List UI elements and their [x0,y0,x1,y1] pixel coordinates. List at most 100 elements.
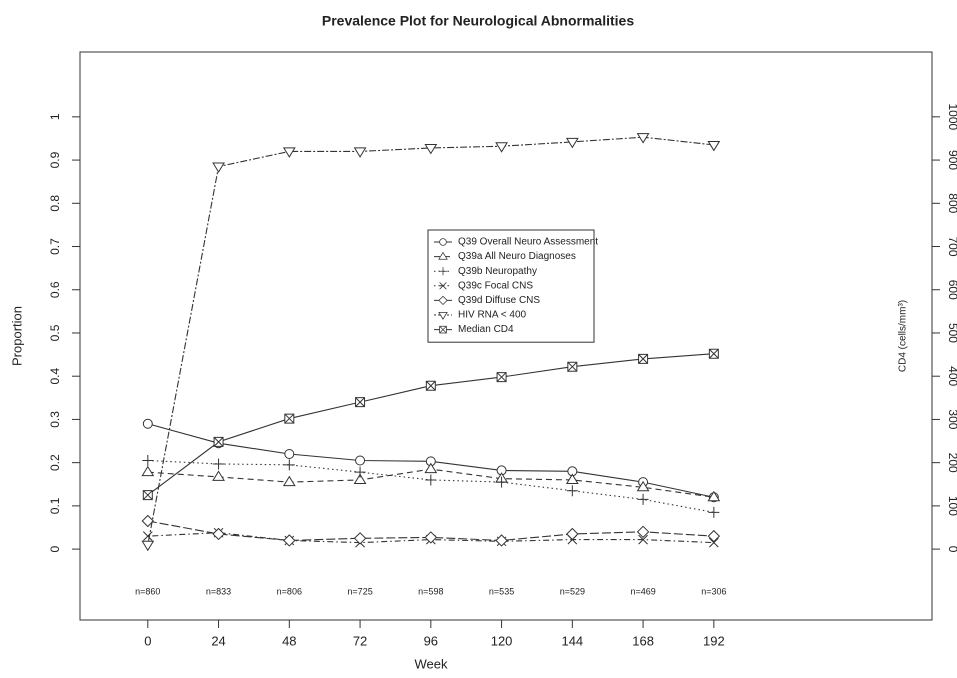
marker [141,514,155,528]
marker [425,380,436,391]
y2-tick-label: 700 [946,237,957,257]
marker [566,527,579,541]
x-tick-label: 96 [424,633,438,648]
n-label: n=535 [489,586,514,596]
marker [353,532,367,545]
series [142,418,719,503]
marker [142,531,153,541]
y-tick-label: 0.6 [48,281,62,298]
y2-tick-label: 900 [946,150,957,170]
x-tick-label: 144 [561,633,583,648]
legend-marker [439,325,447,334]
y2-tick-label: 800 [946,193,957,213]
marker [708,348,719,359]
marker [353,473,367,484]
marker [425,474,437,486]
marker [424,462,438,474]
marker [707,140,721,152]
legend-marker [438,312,448,320]
x-tick-label: 120 [491,633,513,648]
series [141,514,721,547]
marker [636,480,650,492]
x-tick-label: 48 [282,633,296,648]
series [141,133,721,552]
marker [353,147,367,158]
marker [212,162,225,174]
marker [567,361,578,372]
marker [355,397,366,408]
series [142,454,720,518]
marker [424,143,438,155]
marker [141,540,155,552]
n-label: n=806 [277,586,302,596]
y-tick-label: 0.7 [48,238,62,255]
chart-title: Prevalence Plot for Neurological Abnorma… [322,13,634,29]
marker [282,147,296,158]
n-label: n=529 [560,586,585,596]
marker [638,534,648,545]
x-tick-label: 168 [632,633,654,648]
series [141,462,721,502]
y-tick-label: 0.2 [48,454,62,471]
y2-tick-label: 200 [946,453,957,473]
marker [212,470,225,481]
marker [496,476,508,488]
x-tick-label: 72 [353,633,367,648]
marker [142,418,153,429]
y2-tick-label: 500 [946,323,957,343]
legend-label: Q39a All Neuro Diagnoses [458,251,576,262]
legend-marker [438,267,448,276]
y-tick-label: 0 [48,545,62,552]
n-label: n=860 [135,586,160,596]
legend-label: Q39 Overall Neuro Assessment [458,237,598,248]
y-tick-label: 0.8 [48,195,62,212]
y2-tick-label: 1000 [946,103,957,130]
legend-marker [439,238,447,246]
y2-axis-title: CD4 (cells/mm³) [898,300,909,372]
n-label: n=725 [347,586,372,596]
marker [495,534,508,547]
n-label: n=469 [630,586,655,596]
legend-marker [438,295,448,306]
y2-tick-label: 100 [946,496,957,516]
marker [707,529,721,543]
n-label: n=833 [206,586,231,596]
y2-tick-label: 0 [946,546,957,553]
marker [495,142,508,153]
x-tick-label: 24 [211,633,225,648]
series-line [147,353,714,496]
y2-tick-label: 600 [946,280,957,300]
y-tick-label: 0.5 [48,324,62,341]
y-tick-label: 0.9 [48,151,62,168]
marker [708,537,719,548]
y2-tick-label: 300 [946,409,957,429]
marker [284,413,295,424]
y-tick-label: 0.4 [48,368,62,385]
marker [283,534,296,547]
marker [142,490,153,501]
marker [354,466,366,478]
n-label: n=306 [701,586,726,596]
marker [565,473,579,484]
marker [636,133,650,144]
y-tick-label: 1 [48,113,62,120]
legend-label: Median CD4 [458,324,514,335]
marker [283,459,295,471]
marker [638,353,649,364]
marker [213,436,224,447]
marker [565,137,579,149]
x-tick-label: 0 [144,633,151,648]
legend-label: HIV RNA < 400 [458,310,527,321]
marker [707,490,721,502]
x-tick-label: 192 [703,633,725,648]
legend-label: Q39d Diffuse CNS [458,295,540,306]
legend-label: Q39c Focal CNS [458,280,533,291]
marker [496,372,507,383]
marker [141,465,155,477]
y2-tick-label: 400 [946,366,957,386]
y-axis-title: Proportion [9,306,24,366]
x-axis-title: Week [415,656,448,671]
marker [212,527,225,541]
